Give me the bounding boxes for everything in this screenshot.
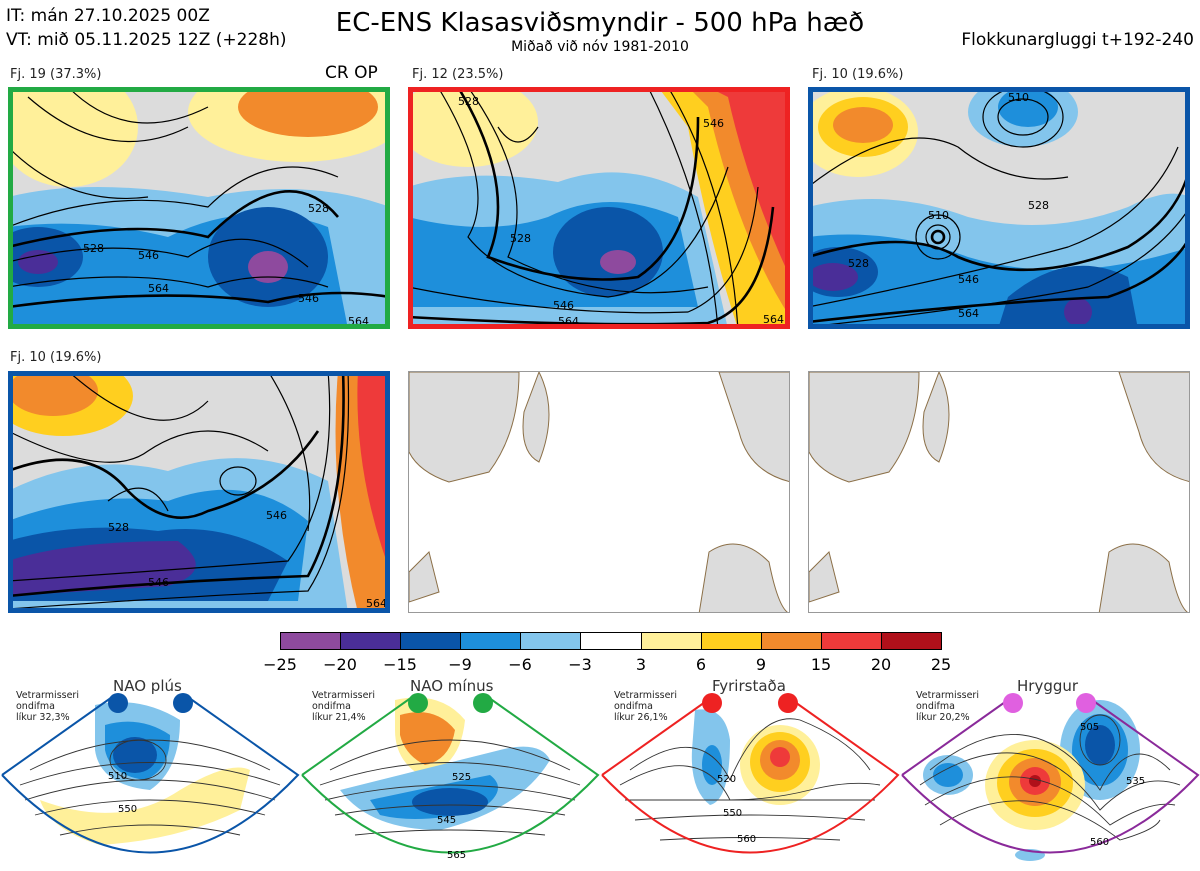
contour-label: 510	[1008, 91, 1029, 104]
contour-label: 546	[958, 273, 979, 286]
regime-contour-label: 560	[737, 834, 756, 845]
colorbar	[280, 632, 942, 650]
page-title: EC-ENS Klasasviðsmyndir - 500 hPa hæð	[335, 8, 865, 38]
regime-note: Vetrarmisseri ondifma líkur 26,1%	[614, 690, 677, 723]
regime-title-ridge: Hryggur	[1017, 677, 1079, 695]
contour-label: 528	[308, 202, 329, 215]
contour-label: 564	[958, 307, 979, 320]
regime-contour-label: 550	[723, 808, 742, 819]
contour-label: 564	[366, 597, 387, 610]
contour-label: 528	[83, 242, 104, 255]
page-subtitle: Miðað við nóv 1981-2010	[511, 39, 689, 55]
colorbar-swatch	[341, 633, 402, 649]
cluster-4-label: Fj. 10 (19.6%)	[10, 350, 102, 365]
colorbar-swatch	[881, 633, 942, 649]
contour-label: 528	[510, 232, 531, 245]
contour-label: 564	[763, 313, 784, 326]
contour-label: 510	[928, 209, 949, 222]
regime-contour-label: 510	[108, 771, 127, 782]
colorbar-tick: 15	[810, 655, 832, 674]
colorbar-tick: −9	[448, 655, 472, 674]
classification-window: Flokkunargluggi t+192-240	[961, 30, 1194, 50]
empty-map-6	[808, 371, 1190, 613]
regime-contour-label: 505	[1080, 722, 1099, 733]
contour-label: 564	[148, 282, 169, 295]
colorbar-tick: 9	[755, 655, 767, 674]
regime-title-nao-minus: NAO mínus	[410, 677, 494, 695]
colorbar-swatch	[581, 633, 642, 649]
colorbar-swatch	[641, 633, 702, 649]
contour-label: 546	[266, 509, 287, 522]
cluster-map-2: 528 546 528 564 546 564	[408, 87, 790, 329]
cluster-2-label: Fj. 12 (23.5%)	[412, 67, 504, 82]
cluster-1-label: Fj. 19 (37.3%)	[10, 67, 102, 82]
contour-label: 528	[108, 521, 129, 534]
init-time: IT: mán 27.10.2025 00Z	[6, 6, 210, 26]
contour-label: 546	[138, 249, 159, 262]
regime-map-nao-minus: 525 545 565	[301, 693, 600, 861]
colorbar-swatch	[461, 633, 522, 649]
colorbar-swatch	[761, 633, 822, 649]
colorbar-tick: 3	[635, 655, 647, 674]
cluster-3-label: Fj. 10 (19.6%)	[812, 67, 904, 82]
colorbar-tick: −15	[383, 655, 417, 674]
empty-map-5	[408, 371, 790, 613]
regime-note: Vetrarmisseri ondifma líkur 32,3%	[16, 690, 79, 723]
cluster-map-4: 528 546 546 564	[8, 371, 390, 613]
colorbar-tick: −20	[323, 655, 357, 674]
contour-label: 528	[848, 257, 869, 270]
colorbar-swatch	[701, 633, 762, 649]
colorbar-tick: 20	[870, 655, 892, 674]
regime-contour-label: 545	[437, 815, 456, 826]
cluster-map-3: 510 528 510 528 546 564	[808, 87, 1190, 329]
regime-title-nao-plus: NAO plús	[113, 677, 182, 695]
colorbar-tick: 25	[930, 655, 952, 674]
contour-label: 528	[458, 95, 479, 108]
colorbar-tick: −25	[263, 655, 297, 674]
regime-contour-label: 535	[1126, 776, 1145, 787]
regime-note: Vetrarmisseri ondifma líkur 21,4%	[312, 690, 375, 723]
valid-time: VT: mið 05.11.2025 12Z (+228h)	[6, 30, 287, 50]
contour-label: 546	[703, 117, 724, 130]
regime-contour-label: 525	[452, 772, 471, 783]
colorbar-tick: 6	[695, 655, 707, 674]
contour-label: 546	[553, 299, 574, 312]
colorbar-tick: −3	[568, 655, 592, 674]
regime-contour-label: 565	[447, 850, 466, 861]
regime-title-blocking: Fyrirstaða	[712, 677, 786, 695]
regime-map-ridge: 505 535 560	[901, 693, 1200, 861]
cluster-map-1: 528 546 564 528 546 564	[8, 87, 390, 329]
regime-contour-label: 520	[717, 774, 736, 785]
cluster-1-tag: CR OP	[325, 63, 378, 83]
header-times: IT: mán 27.10.2025 00Z VT: mið 05.11.202…	[6, 4, 287, 52]
contour-label: 528	[1028, 199, 1049, 212]
contour-label: 546	[148, 576, 169, 589]
regime-map-blocking: 520 550 560	[601, 693, 900, 854]
contour-label: 564	[348, 315, 369, 328]
colorbar-tick: −6	[508, 655, 532, 674]
regime-note: Vetrarmisseri ondifma líkur 20,2%	[916, 690, 979, 723]
colorbar-swatch	[401, 633, 462, 649]
colorbar-swatch	[521, 633, 582, 649]
contour-label: 564	[558, 315, 579, 328]
colorbar-swatch	[821, 633, 882, 649]
contour-label: 546	[298, 292, 319, 305]
colorbar-swatch	[281, 633, 342, 649]
regime-contour-label: 560	[1090, 837, 1109, 848]
regime-map-nao-plus: 510 550	[1, 693, 300, 854]
regime-contour-label: 550	[118, 804, 137, 815]
